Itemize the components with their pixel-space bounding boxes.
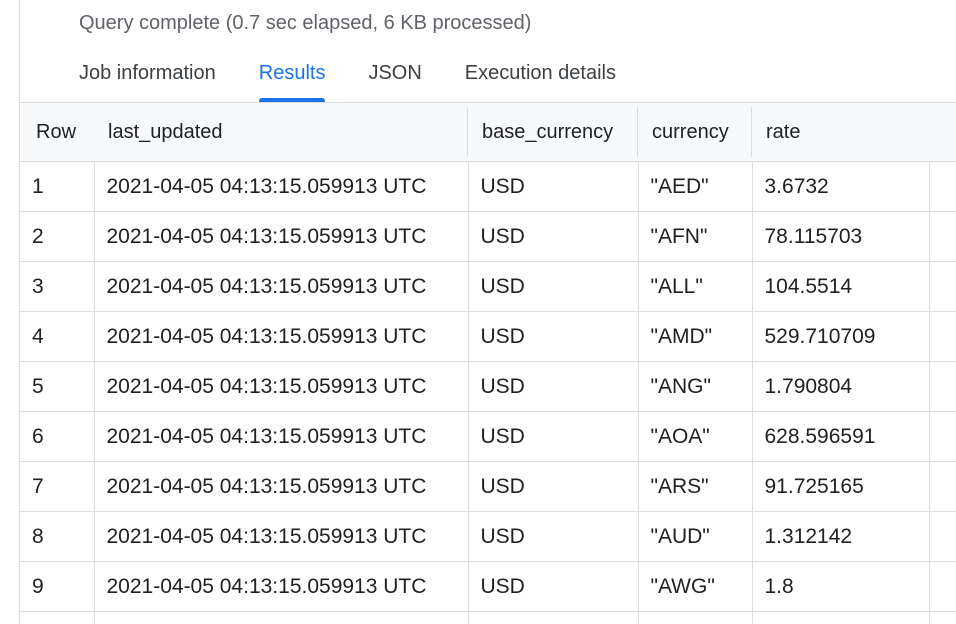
table-row: 2 2021-04-05 04:13:15.059913 UTC USD "AF… [20,211,956,262]
cell-filler [929,211,956,262]
cell-base-currency[interactable]: USD [468,461,639,512]
table-row: 9 2021-04-05 04:13:15.059913 UTC USD "AW… [20,561,956,612]
row-number: 5 [20,361,95,412]
cell-filler [929,361,956,412]
cell-rate[interactable]: 628.596591 [752,411,930,462]
cell-filler [929,461,956,512]
cell-filler [929,511,956,562]
cell-currency[interactable]: "AOA" [638,411,753,462]
cell-last-updated[interactable]: 2021-04-05 04:13:15.059913 UTC [94,511,469,562]
cell-rate[interactable]: 1.8 [752,561,930,612]
cell-currency[interactable]: "ANG" [638,361,753,412]
cell-base-currency[interactable]: USD [468,511,639,562]
row-number [20,611,95,624]
row-number: 2 [20,211,95,262]
column-header-currency[interactable]: currency [638,103,752,162]
cell-rate[interactable]: 1.312142 [752,511,930,562]
tab-execution-details[interactable]: Execution details [464,62,616,84]
cell-last-updated[interactable]: 2021-04-05 04:13:15.059913 UTC [94,211,469,262]
column-header-base-currency[interactable]: base_currency [468,103,638,162]
cell-filler [929,161,956,212]
cell-base-currency[interactable]: USD [468,561,639,612]
cell-currency[interactable]: "AFN" [638,211,753,262]
cell-rate[interactable]: 1.790804 [752,361,930,412]
cell-last-updated[interactable]: 2021-04-05 04:13:15.059913 UTC [94,311,469,362]
row-number: 7 [20,461,95,512]
cell-currency[interactable]: "ALL" [638,261,753,312]
table-row-partial [20,611,956,624]
table-row: 4 2021-04-05 04:13:15.059913 UTC USD "AM… [20,311,956,362]
tab-results[interactable]: Results [258,56,325,102]
cell-last-updated [94,611,469,624]
table-row: 1 2021-04-05 04:13:15.059913 UTC USD "AE… [20,161,956,212]
cell-rate [752,611,930,624]
cell-rate[interactable]: 529.710709 [752,311,930,362]
cell-currency[interactable]: "AUD" [638,511,753,562]
table-row: 3 2021-04-05 04:13:15.059913 UTC USD "AL… [20,261,956,312]
row-number: 4 [20,311,95,362]
panel-divider [19,0,20,624]
query-status: Query complete (0.7 sec elapsed, 6 KB pr… [79,12,532,34]
tab-job-information[interactable]: Job information [79,62,216,84]
cell-rate[interactable]: 91.725165 [752,461,930,512]
table-row: 8 2021-04-05 04:13:15.059913 UTC USD "AU… [20,511,956,562]
cell-base-currency[interactable]: USD [468,261,639,312]
cell-filler [929,611,956,624]
cell-last-updated[interactable]: 2021-04-05 04:13:15.059913 UTC [94,561,469,612]
cell-filler [929,561,956,612]
cell-base-currency[interactable]: USD [468,211,639,262]
results-table: Row last_updated base_currency currency … [20,103,956,624]
cell-filler [929,261,956,312]
table-row: 7 2021-04-05 04:13:15.059913 UTC USD "AR… [20,461,956,512]
results-tabs: Job information Results JSON Execution d… [79,56,659,102]
column-header-filler [929,103,956,162]
column-header-last-updated[interactable]: last_updated [94,103,468,162]
row-number: 1 [20,161,95,212]
cell-currency[interactable]: "AED" [638,161,753,212]
row-number: 6 [20,411,95,462]
results-table-container: Row last_updated base_currency currency … [20,102,956,624]
cell-rate[interactable]: 104.5514 [752,261,930,312]
table-header-row: Row last_updated base_currency currency … [20,103,956,162]
cell-base-currency[interactable]: USD [468,161,639,212]
row-number: 8 [20,511,95,562]
row-number: 9 [20,561,95,612]
cell-rate[interactable]: 3.6732 [752,161,930,212]
cell-last-updated[interactable]: 2021-04-05 04:13:15.059913 UTC [94,361,469,412]
cell-base-currency[interactable]: USD [468,411,639,462]
cell-currency[interactable]: "AMD" [638,311,753,362]
cell-base-currency [468,611,639,624]
cell-filler [929,411,956,462]
column-header-rate[interactable]: rate [752,103,929,162]
table-row: 6 2021-04-05 04:13:15.059913 UTC USD "AO… [20,411,956,462]
cell-base-currency[interactable]: USD [468,311,639,362]
cell-base-currency[interactable]: USD [468,361,639,412]
cell-currency[interactable]: "AWG" [638,561,753,612]
cell-rate[interactable]: 78.115703 [752,211,930,262]
table-row: 5 2021-04-05 04:13:15.059913 UTC USD "AN… [20,361,956,412]
cell-last-updated[interactable]: 2021-04-05 04:13:15.059913 UTC [94,261,469,312]
tab-json[interactable]: JSON [368,62,422,84]
cell-currency[interactable]: "ARS" [638,461,753,512]
cell-last-updated[interactable]: 2021-04-05 04:13:15.059913 UTC [94,461,469,512]
cell-currency [638,611,753,624]
row-number: 3 [20,261,95,312]
column-header-row: Row [20,103,94,162]
cell-filler [929,311,956,362]
cell-last-updated[interactable]: 2021-04-05 04:13:15.059913 UTC [94,411,469,462]
cell-last-updated[interactable]: 2021-04-05 04:13:15.059913 UTC [94,161,469,212]
